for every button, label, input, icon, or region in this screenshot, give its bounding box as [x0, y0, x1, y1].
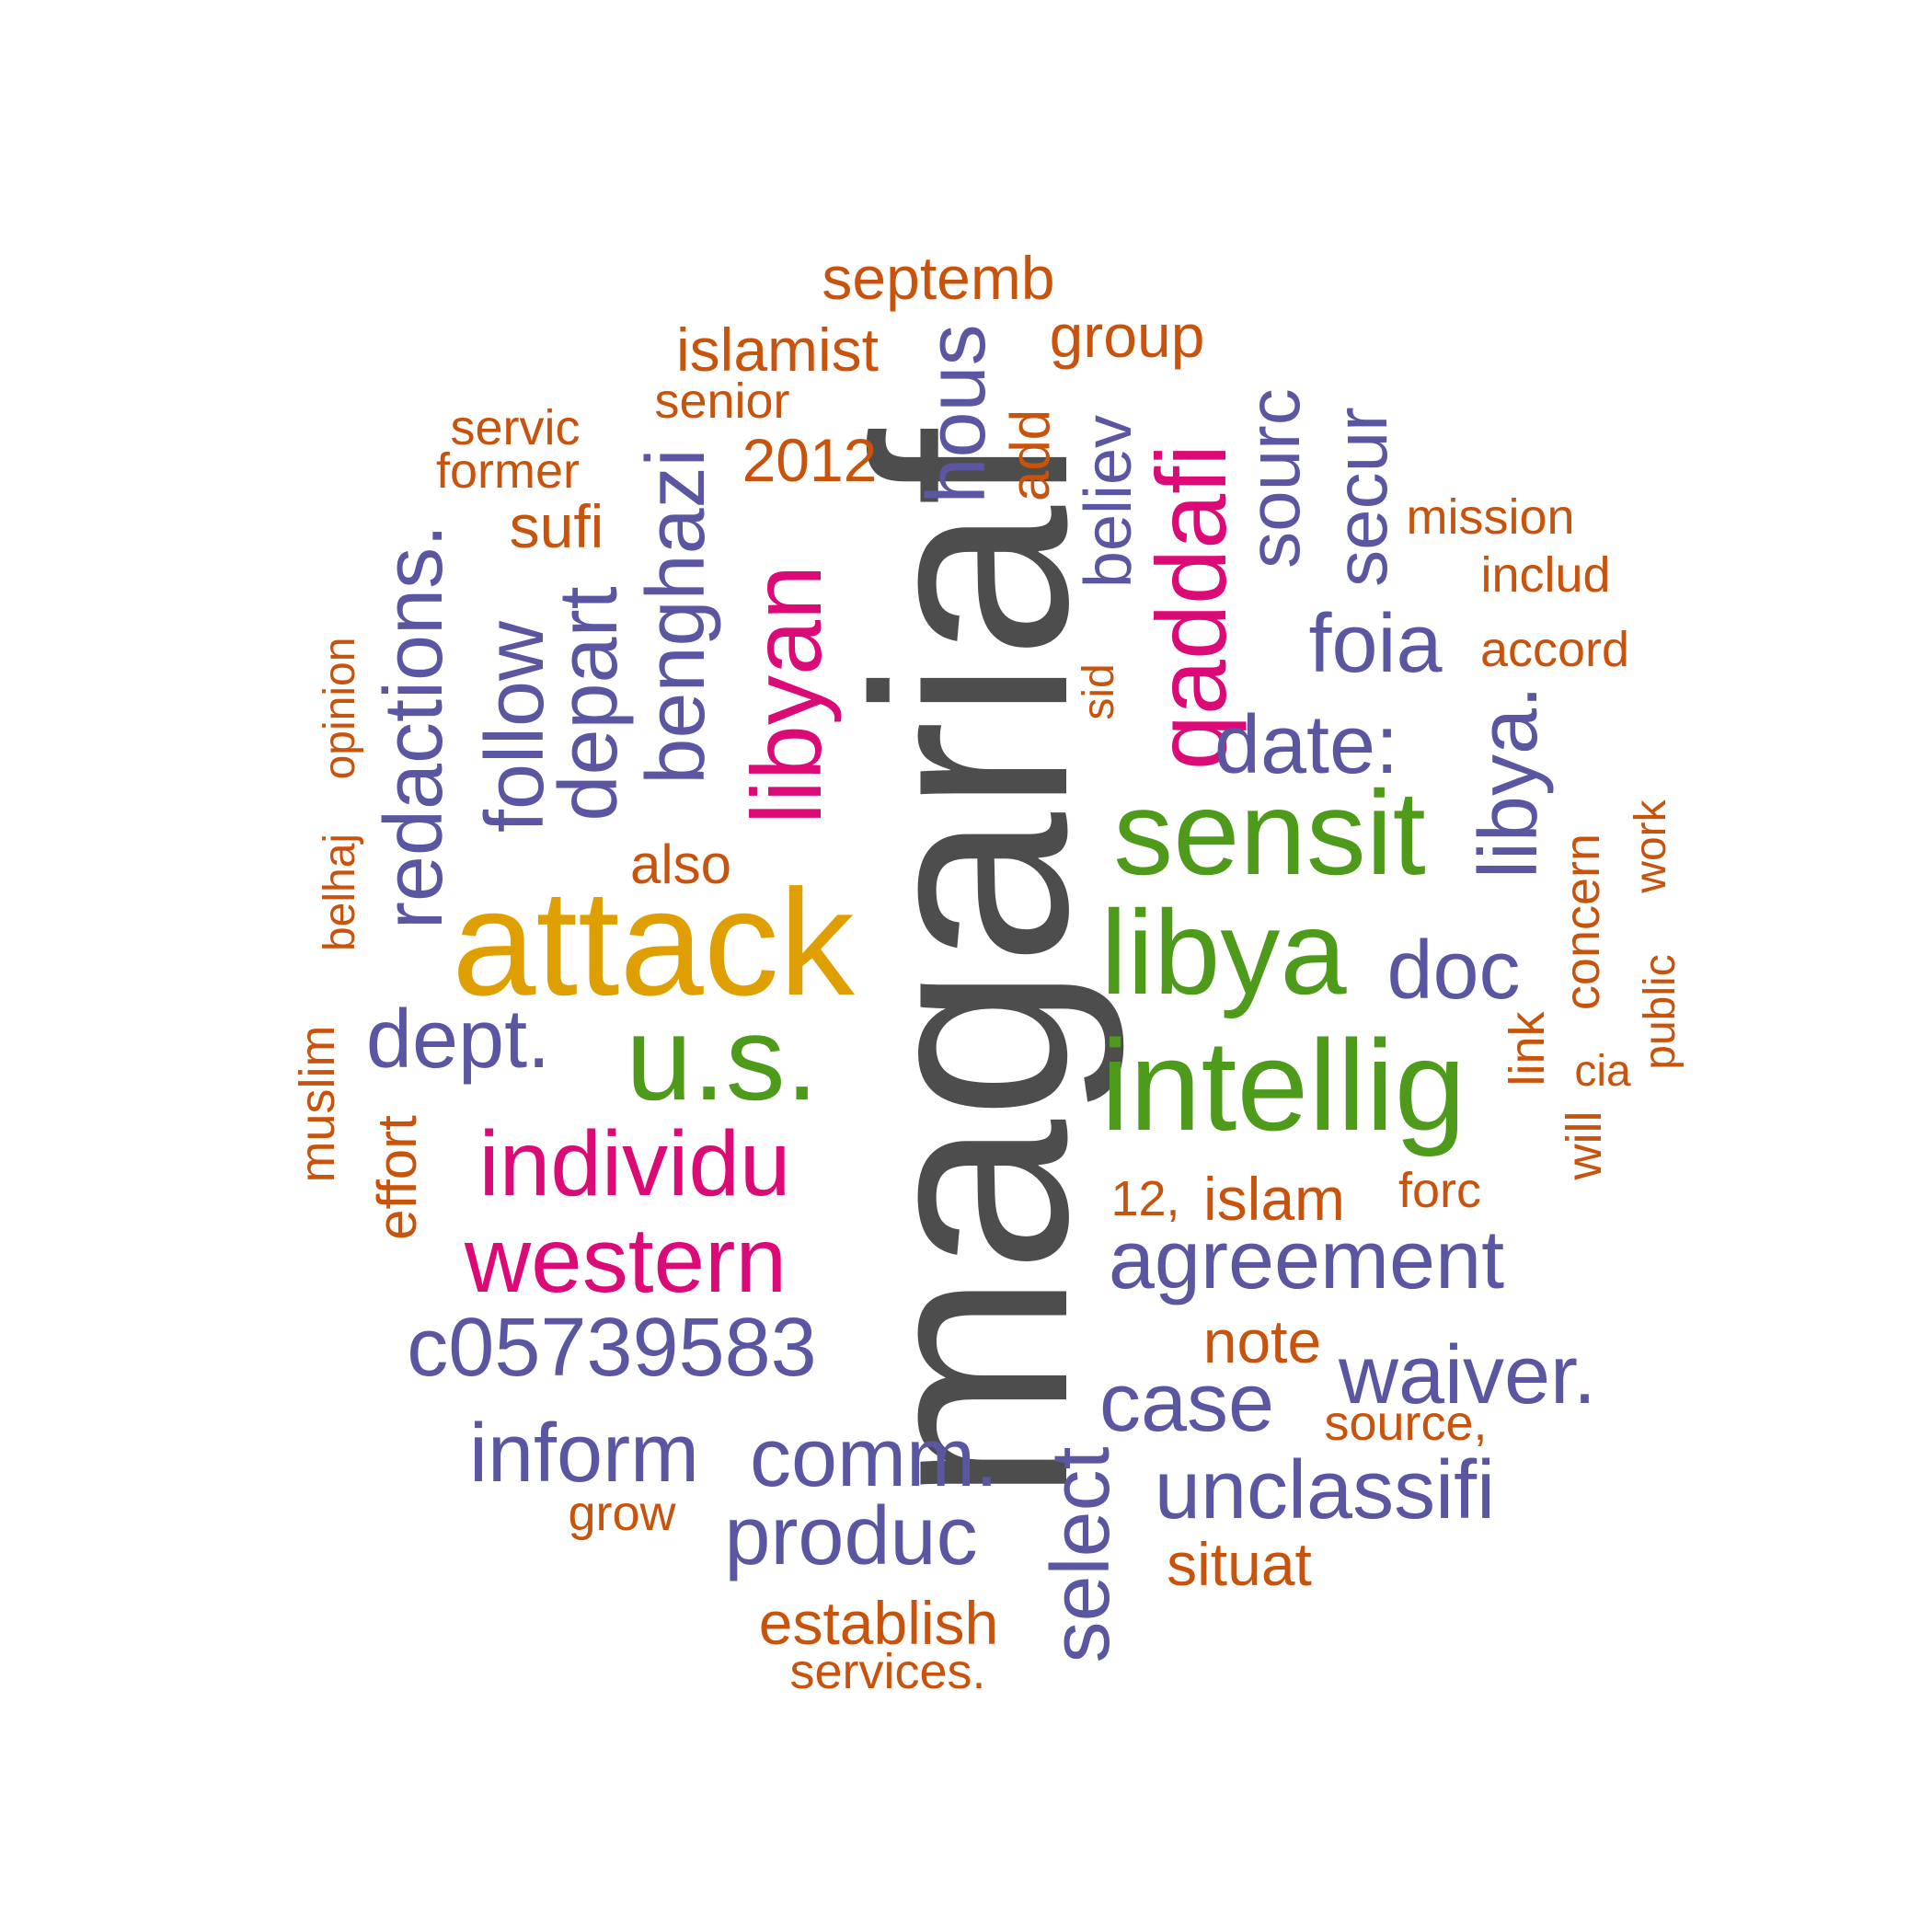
word-dept: dept.: [365, 994, 551, 1086]
word-mission: mission: [1406, 489, 1575, 545]
word-belhaj: belhaj: [316, 833, 364, 952]
word-libyan: libyan: [730, 564, 842, 825]
word-work: work: [1627, 799, 1675, 893]
word-us: u.s.: [626, 991, 819, 1125]
word-forc: forc: [1397, 1163, 1482, 1218]
word-c05739583: c05739583: [407, 1302, 817, 1394]
word-libya: libya: [1100, 885, 1347, 1019]
word-islamist: islamist: [675, 316, 880, 384]
word-public: public: [1636, 954, 1685, 1070]
word-sid: sid: [1075, 663, 1123, 720]
word-case: case: [1098, 1357, 1275, 1449]
word-accord: accord: [1479, 622, 1630, 677]
word-believ: believ: [1072, 414, 1145, 589]
word-agreement: agreement: [1108, 1214, 1505, 1306]
word-group: group: [1049, 302, 1205, 370]
word-muslim: muslim: [290, 1025, 345, 1183]
word-sensit: sensit: [1113, 765, 1426, 900]
word-situat: situat: [1167, 1530, 1312, 1598]
word-services: services.: [789, 1644, 986, 1699]
word-includ: includ: [1480, 547, 1611, 603]
word-foia: foia: [1308, 598, 1443, 690]
word-former: former: [435, 443, 581, 499]
word-attack: attack: [452, 858, 855, 1027]
word-intellig: intellig: [1100, 1013, 1466, 1157]
word-redactions: redactions.: [368, 523, 460, 930]
word-produc: produc: [724, 1490, 978, 1582]
word-inform: inform: [468, 1408, 700, 1500]
word-12: 12,: [1110, 1171, 1180, 1226]
word-senior: senior: [654, 374, 790, 429]
word-concern: concern: [1555, 833, 1610, 1011]
word-establish: establish: [758, 1589, 999, 1657]
word-western: western: [464, 1209, 788, 1312]
word-benghazi: benghazi: [630, 448, 722, 785]
word-cia: cia: [1574, 1047, 1631, 1096]
word-grow: grow: [568, 1486, 676, 1541]
word-sufi: sufi: [509, 492, 604, 560]
word-2012: 2012: [742, 426, 878, 494]
word-doc: doc: [1386, 925, 1521, 1017]
word-magariaf: magariaf: [816, 429, 1125, 1503]
word-comm: comm.: [750, 1412, 998, 1504]
word-add: add: [999, 408, 1061, 502]
word-will: will: [1557, 1110, 1612, 1180]
word-islam: islam: [1202, 1165, 1346, 1233]
word-waiver: waiver.: [1338, 1329, 1597, 1421]
word-septemb: septemb: [822, 244, 1055, 312]
word-servic: servic: [450, 400, 581, 455]
word-note: note: [1202, 1307, 1322, 1375]
word-select: select: [1035, 1446, 1127, 1663]
word-individu: individu: [478, 1112, 791, 1215]
word-unclassifi: unclassifi: [1154, 1444, 1496, 1536]
word-hous: hous: [911, 324, 1003, 504]
word-date: date:: [1213, 699, 1399, 791]
word-link: link: [1500, 1011, 1555, 1087]
word-opinion: opinion: [316, 637, 364, 780]
word-sourc: sourc: [1233, 388, 1315, 569]
word-depart: depart: [543, 586, 635, 822]
word-libya-dot: libya.: [1463, 684, 1555, 880]
word-effort: effort: [366, 1115, 428, 1240]
word-secur: secur: [1320, 407, 1402, 587]
word-also: also: [629, 834, 732, 895]
word-source: source,: [1324, 1396, 1488, 1451]
